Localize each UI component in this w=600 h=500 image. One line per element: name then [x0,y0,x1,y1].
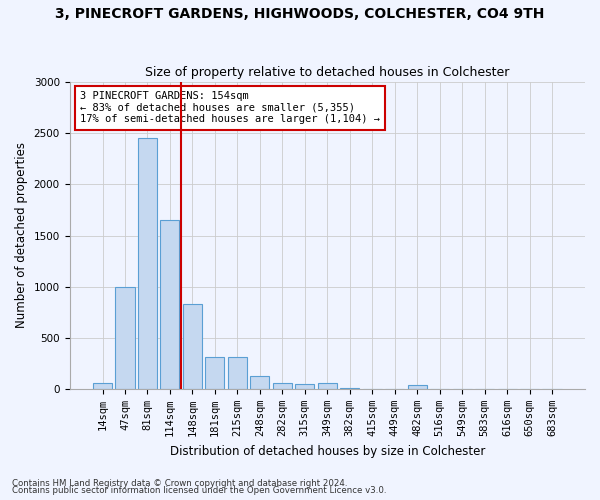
Bar [340,388,359,389]
Bar [295,384,314,389]
Y-axis label: Number of detached properties: Number of detached properties [15,142,28,328]
Bar [115,286,134,389]
Text: Contains HM Land Registry data © Crown copyright and database right 2024.: Contains HM Land Registry data © Crown c… [12,478,347,488]
Bar [138,138,157,389]
Text: Contains public sector information licensed under the Open Government Licence v3: Contains public sector information licen… [12,486,386,495]
Bar [273,384,292,389]
X-axis label: Distribution of detached houses by size in Colchester: Distribution of detached houses by size … [170,444,485,458]
Bar [160,220,179,389]
Bar [250,376,269,389]
Bar [93,383,112,389]
Bar [318,384,337,389]
Bar [407,386,427,389]
Bar [205,357,224,389]
Text: 3, PINECROFT GARDENS, HIGHWOODS, COLCHESTER, CO4 9TH: 3, PINECROFT GARDENS, HIGHWOODS, COLCHES… [55,8,545,22]
Bar [228,357,247,389]
Text: 3 PINECROFT GARDENS: 154sqm
← 83% of detached houses are smaller (5,355)
17% of : 3 PINECROFT GARDENS: 154sqm ← 83% of det… [80,92,380,124]
Bar [183,304,202,389]
Title: Size of property relative to detached houses in Colchester: Size of property relative to detached ho… [145,66,509,80]
